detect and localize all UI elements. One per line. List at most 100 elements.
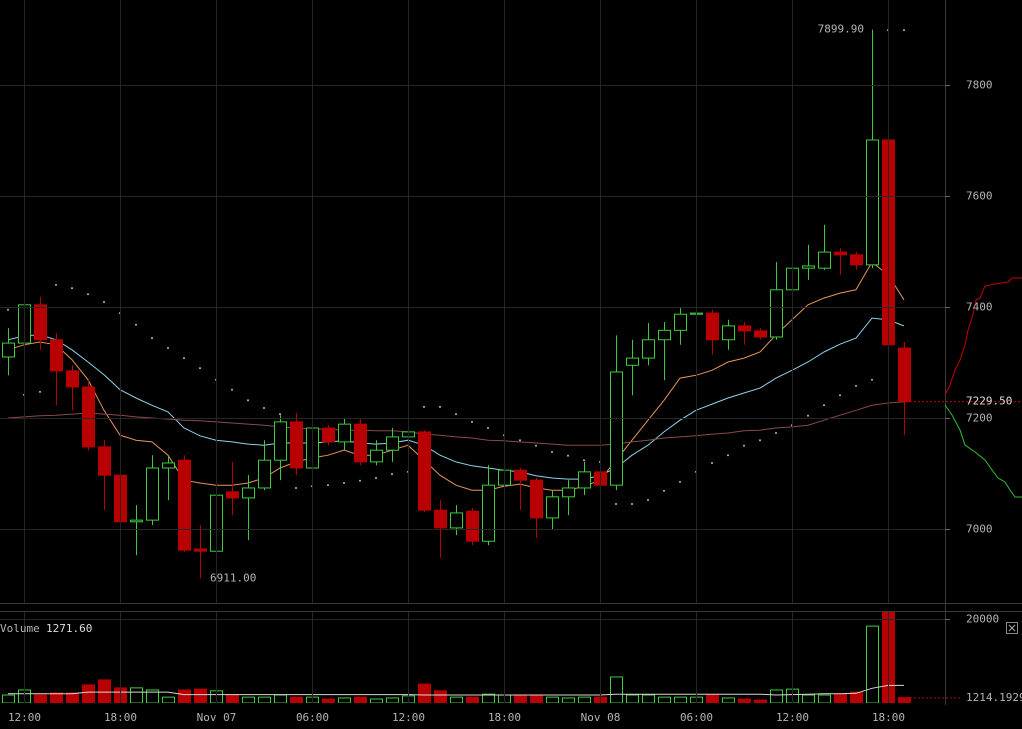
sar-dot [711, 461, 713, 464]
sar-dot [55, 283, 57, 286]
candle-body [738, 325, 751, 332]
candle-body [450, 512, 463, 529]
candle-body [562, 487, 575, 498]
candle-body [162, 462, 175, 469]
volume-bar [386, 697, 399, 703]
close-button[interactable] [1006, 622, 1018, 634]
sar-dot [231, 388, 233, 391]
sar-dot [151, 337, 153, 340]
candle-body [242, 487, 255, 499]
candle-body [482, 484, 495, 542]
sar-dot [327, 484, 329, 487]
volume-bar [770, 689, 783, 703]
x-tick-label: 12:00 [8, 711, 41, 724]
candle-body [658, 329, 671, 341]
candle-body [802, 265, 815, 269]
candle-body [226, 491, 239, 499]
sar-dot [183, 357, 185, 360]
sar-dot [439, 405, 441, 408]
volume-bar [866, 625, 879, 703]
sar-dot [855, 384, 857, 387]
volume-bar [322, 698, 335, 703]
volume-bar [82, 684, 95, 703]
x-tick-label: 06:00 [296, 711, 329, 724]
volume-bar [66, 692, 79, 703]
candle-body [178, 459, 191, 551]
sar-dot [343, 481, 345, 484]
sar-dot [823, 404, 825, 407]
low-label: 6911.00 [210, 571, 256, 584]
sar-dot [71, 287, 73, 290]
candle-body [274, 421, 287, 461]
x-tick-label: 18:00 [104, 711, 137, 724]
volume-tick-label: 20000 [966, 613, 999, 626]
candle-body [514, 469, 527, 481]
candle-body [34, 304, 47, 341]
sar-dot [647, 499, 649, 502]
sar-dot [375, 476, 377, 479]
sar-dot [263, 407, 265, 410]
sar-dot [519, 439, 521, 442]
candle-body [642, 339, 655, 359]
x-tick-label: Nov 08 [581, 711, 621, 724]
volume-bar [834, 693, 847, 703]
volume-last-value: 1271.60 [46, 622, 92, 635]
volume-bar [434, 690, 447, 703]
sar-dot [839, 394, 841, 397]
last-price-label: 7229.50 [966, 395, 1012, 408]
candle-body [834, 251, 847, 256]
sar-dot [871, 378, 873, 381]
sar-dot [487, 427, 489, 430]
depth-asks [944, 277, 1022, 396]
candle-body [146, 467, 159, 521]
volume-bar [2, 694, 15, 703]
sar-dot [295, 486, 297, 489]
sar-dot [391, 473, 393, 476]
volume-bar [370, 698, 383, 703]
close-icon[interactable] [1008, 624, 1016, 632]
x-tick-label: 06:00 [680, 711, 713, 724]
volume-bar [338, 697, 351, 703]
candle-body [290, 421, 303, 469]
candle-body [578, 471, 591, 489]
candle-body [898, 347, 911, 403]
sar-dot [759, 439, 761, 442]
sar-dot [743, 444, 745, 447]
candle-body [530, 479, 543, 519]
volume-bar [754, 699, 767, 703]
volume-bar [242, 696, 255, 703]
sar-dot [727, 454, 729, 457]
candle-body [66, 370, 79, 388]
volume-bar [818, 694, 831, 703]
volume-bar [610, 676, 623, 703]
candle-body [626, 357, 639, 366]
sar-dot [615, 503, 617, 506]
volume-bar [194, 688, 207, 703]
volume-bar [626, 694, 639, 703]
sar-dot [199, 367, 201, 370]
sar-dot [455, 413, 457, 416]
volume-ma-line [8, 684, 904, 696]
candle-body [674, 313, 687, 331]
volume-ma-last-label: 1214.1929 [966, 691, 1022, 704]
volume-bar [674, 696, 687, 703]
volume-bar [898, 697, 911, 703]
y-tick-label: 7400 [966, 301, 993, 314]
volume-bar [98, 679, 111, 703]
sar-dot [663, 489, 665, 492]
x-tick-label: 18:00 [872, 711, 905, 724]
sar-dot [535, 444, 537, 447]
candle-body [130, 519, 143, 523]
sar-dot [103, 301, 105, 304]
volume-bar [146, 689, 159, 703]
sar-dot [359, 479, 361, 482]
y-tick-label: 7200 [966, 412, 993, 425]
volume-bar [162, 696, 175, 703]
sar-dot [7, 308, 9, 311]
candle-body [194, 548, 207, 552]
candle-body [754, 330, 767, 338]
sar-dot [87, 293, 89, 296]
x-tick-label: 18:00 [488, 711, 521, 724]
